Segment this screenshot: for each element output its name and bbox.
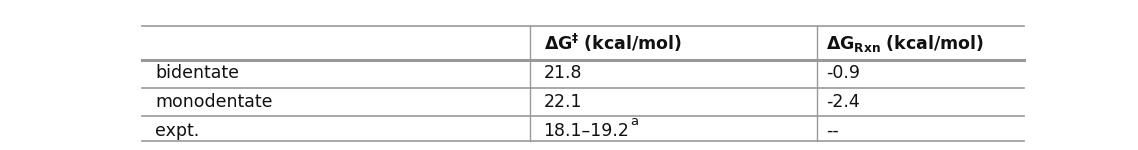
Text: a: a	[630, 115, 638, 128]
Text: 21.8: 21.8	[544, 64, 582, 82]
Text: 18.1–19.2: 18.1–19.2	[544, 122, 629, 140]
Text: $\bf{\Delta}$$\bf{G}$$\bf{^{\ddagger}}$ $\bf{(kcal/mol)}$: $\bf{\Delta}$$\bf{G}$$\bf{^{\ddagger}}$ …	[544, 32, 682, 54]
Text: 22.1: 22.1	[544, 93, 582, 111]
Text: expt.: expt.	[156, 122, 200, 140]
Text: -0.9: -0.9	[826, 64, 860, 82]
Text: monodentate: monodentate	[156, 93, 273, 111]
Text: $\bf{\Delta G_{Rxn}}$ $\bf{(kcal/mol)}$: $\bf{\Delta G_{Rxn}}$ $\bf{(kcal/mol)}$	[826, 33, 983, 54]
Text: -2.4: -2.4	[826, 93, 859, 111]
Text: bidentate: bidentate	[156, 64, 239, 82]
Text: --: --	[826, 122, 839, 140]
